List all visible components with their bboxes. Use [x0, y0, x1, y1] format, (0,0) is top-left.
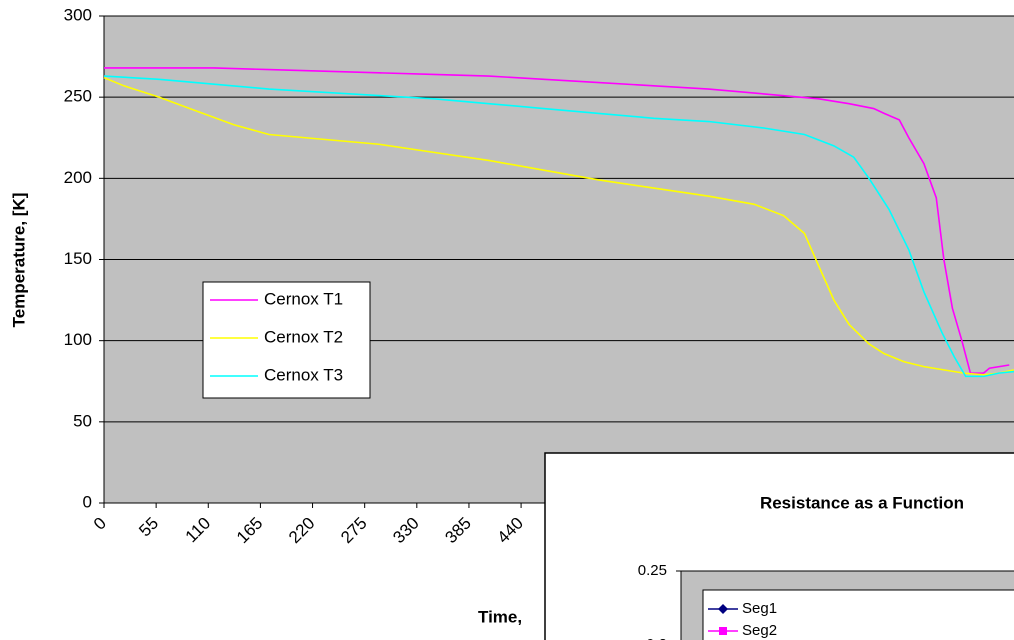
- inset-legend: [702, 589, 1014, 640]
- legend-marker: [719, 627, 727, 635]
- x-tick-label: 275: [337, 514, 370, 547]
- inset-title: Resistance as a Function: [760, 493, 964, 512]
- y-tick-label: 300: [64, 5, 92, 24]
- legend-marker: [718, 604, 728, 614]
- x-tick-label: 55: [135, 514, 162, 541]
- series-line: [103, 75, 1014, 378]
- legend-label: Seg2: [742, 622, 777, 639]
- x-tick-label: 440: [494, 514, 527, 547]
- y-tick-label: 150: [64, 249, 92, 268]
- y-axis-title: Temperature, [K]: [9, 193, 28, 328]
- y-tick-label: 0.2: [646, 636, 667, 640]
- legend-label: Cernox T3: [264, 365, 343, 384]
- y-tick-label: 0.25: [638, 562, 667, 579]
- series-line: [104, 67, 1010, 374]
- x-tick-label: 110: [182, 514, 215, 547]
- x-tick-label: 385: [441, 514, 474, 547]
- x-tick-label: 0: [90, 514, 110, 534]
- y-tick-label: 100: [64, 330, 92, 349]
- x-tick-label: 220: [285, 514, 318, 547]
- legend-label: Seg1: [742, 600, 777, 617]
- x-axis-title: Time,: [478, 607, 522, 626]
- y-tick-label: 0: [83, 492, 92, 511]
- legend-label: Cernox T1: [264, 289, 343, 308]
- legend-label: Cernox T2: [264, 327, 343, 346]
- x-tick-label: 165: [233, 514, 266, 547]
- y-tick-label: 250: [64, 87, 92, 106]
- x-tick-label: 330: [389, 514, 422, 547]
- series-line: [103, 76, 1014, 376]
- y-tick-label: 50: [73, 411, 92, 430]
- y-tick-label: 200: [64, 168, 92, 187]
- legend: [202, 281, 371, 399]
